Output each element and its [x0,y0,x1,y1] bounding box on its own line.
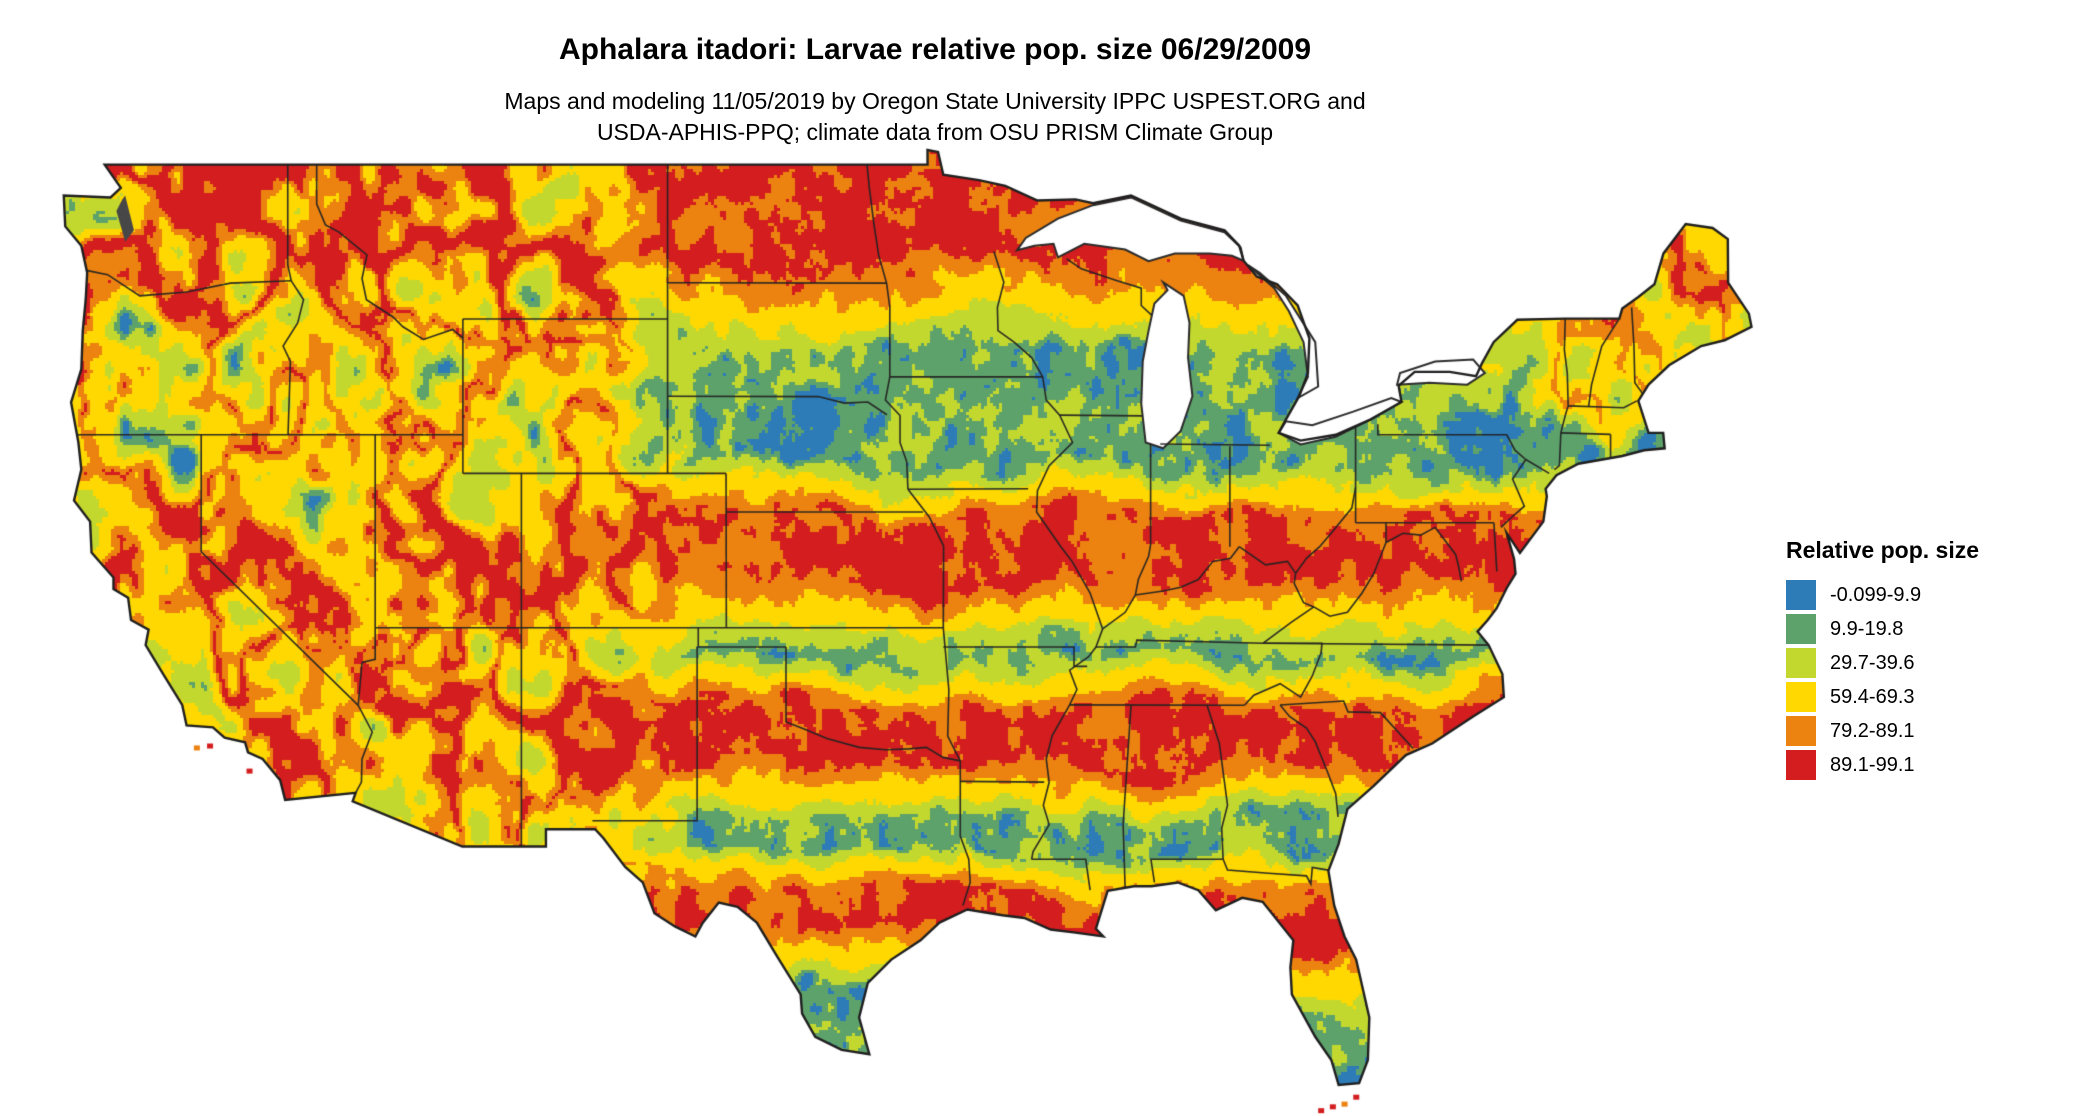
legend-label: 89.1-99.1 [1830,753,1915,776]
legend-label: 59.4-69.3 [1830,685,1915,708]
legend-title: Relative pop. size [1786,537,1980,563]
legend-item: 59.4-69.3 [1786,682,1979,712]
legend-swatch-yellowgreen [1786,648,1816,678]
legend-label: -0.099-9.9 [1830,583,1922,606]
figure-title: Aphalara itadori: Larvae relative pop. s… [558,33,1312,66]
legend-item: 29.7-39.6 [1786,648,1979,678]
legend-swatch-red [1786,750,1816,780]
legend-swatch-orange [1786,716,1816,746]
legend-swatch-green [1786,614,1816,644]
legend-swatch-yellow [1786,682,1816,712]
figure-subtitle-line2: USDA-APHIS-PPQ; climate data from OSU PR… [596,119,1274,145]
legend-item: 9.9-19.8 [1786,614,1979,644]
legend-item: 89.1-99.1 [1786,750,1979,780]
legend-item: -0.099-9.9 [1786,580,1979,610]
legend: Relative pop. size -0.099-9.9 9.9-19.8 2… [1786,537,1979,784]
legend-label: 79.2-89.1 [1830,719,1915,742]
legend-item: 79.2-89.1 [1786,716,1979,746]
figure-subtitle-line1: Maps and modeling 11/05/2019 by Oregon S… [504,88,1366,114]
legend-label: 9.9-19.8 [1830,617,1904,640]
legend-label: 29.7-39.6 [1830,651,1915,674]
legend-swatch-blue [1786,580,1816,610]
